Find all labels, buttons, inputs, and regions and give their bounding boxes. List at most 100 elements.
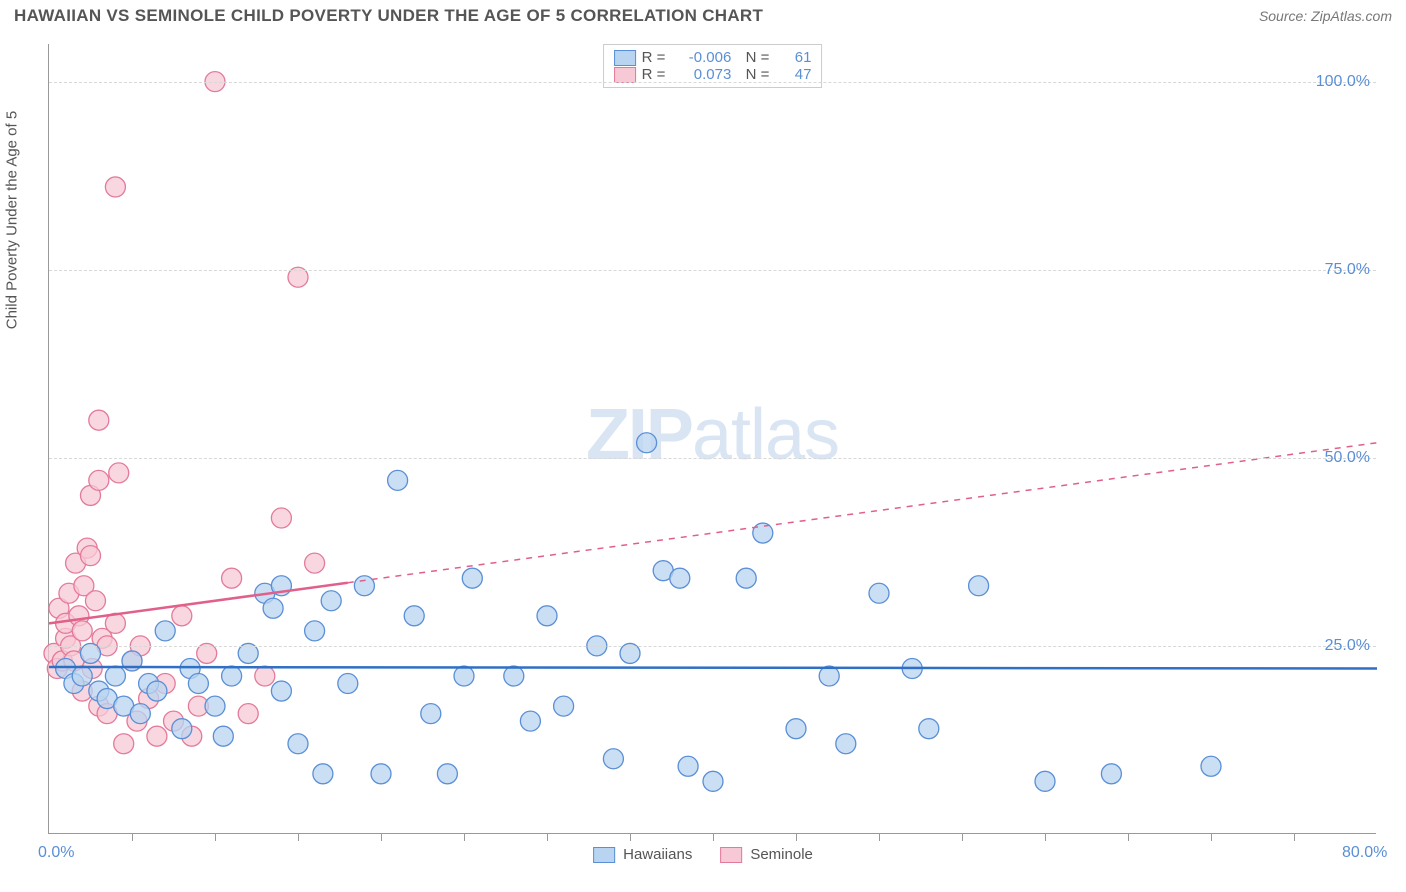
x-tick (1128, 833, 1129, 841)
data-point (313, 764, 333, 784)
data-point (81, 546, 101, 566)
y-tick-label: 100.0% (1316, 73, 1370, 91)
data-point (109, 463, 129, 483)
data-point (338, 674, 358, 694)
y-tick-label: 25.0% (1325, 637, 1370, 655)
x-tick (1294, 833, 1295, 841)
data-point (869, 583, 889, 603)
data-point (454, 666, 474, 686)
data-point (255, 666, 275, 686)
data-point (836, 734, 856, 754)
data-point (205, 696, 225, 716)
data-point (919, 719, 939, 739)
data-point (969, 576, 989, 596)
data-point (85, 591, 105, 611)
trend-line-solid (49, 667, 1377, 669)
source-attribution: Source: ZipAtlas.com (1259, 8, 1392, 24)
data-point (421, 704, 441, 724)
data-point (263, 598, 283, 618)
data-point (321, 591, 341, 611)
data-point (637, 433, 657, 453)
data-point (786, 719, 806, 739)
x-tick (1045, 833, 1046, 841)
data-point (105, 666, 125, 686)
y-tick-label: 75.0% (1325, 261, 1370, 279)
data-point (105, 177, 125, 197)
legend-swatch (720, 847, 742, 863)
series-legend: Hawaiians Seminole (593, 846, 813, 863)
data-point (1101, 764, 1121, 784)
legend-item: Hawaiians (593, 846, 692, 863)
y-axis-label: Child Poverty Under the Age of 5 (4, 111, 21, 329)
data-point (271, 508, 291, 528)
data-point (238, 704, 258, 724)
data-point (603, 749, 623, 769)
data-point (678, 756, 698, 776)
x-tick (1211, 833, 1212, 841)
data-point (305, 621, 325, 641)
x-tick (464, 833, 465, 841)
data-point (172, 719, 192, 739)
x-tick (630, 833, 631, 841)
legend-swatch (614, 50, 636, 66)
data-point (1201, 756, 1221, 776)
data-point (404, 606, 424, 626)
x-tick (796, 833, 797, 841)
legend-r-value: 0.073 (671, 66, 731, 83)
data-point (222, 568, 242, 588)
x-tick (298, 833, 299, 841)
y-tick-label: 50.0% (1325, 449, 1370, 467)
data-point (462, 568, 482, 588)
x-tick (962, 833, 963, 841)
x-tick (215, 833, 216, 841)
gridline (49, 82, 1376, 83)
data-point (520, 711, 540, 731)
legend-n-label: N = (737, 66, 769, 83)
legend-r-label: R = (642, 66, 666, 83)
x-axis-max-label: 80.0% (1342, 844, 1387, 862)
chart-plot-area: ZIPatlas R =-0.006 N =61R =0.073 N =47 2… (48, 44, 1376, 834)
data-point (188, 674, 208, 694)
data-point (354, 576, 374, 596)
gridline (49, 270, 1376, 271)
legend-n-value: 61 (775, 49, 811, 66)
x-tick (879, 833, 880, 841)
data-point (271, 681, 291, 701)
data-point (130, 704, 150, 724)
x-tick (547, 833, 548, 841)
legend-row: R = 0.073 N = 47 (614, 66, 812, 83)
data-point (437, 764, 457, 784)
data-point (504, 666, 524, 686)
scatter-svg (49, 44, 1376, 833)
data-point (147, 681, 167, 701)
legend-item: Seminole (720, 846, 813, 863)
chart-title: HAWAIIAN VS SEMINOLE CHILD POVERTY UNDER… (14, 6, 763, 26)
data-point (89, 410, 109, 430)
data-point (371, 764, 391, 784)
data-point (213, 726, 233, 746)
data-point (72, 621, 92, 641)
x-axis-min-label: 0.0% (38, 844, 74, 862)
x-tick (132, 833, 133, 841)
data-point (305, 553, 325, 573)
data-point (147, 726, 167, 746)
data-point (288, 734, 308, 754)
legend-n-label: N = (737, 49, 769, 66)
x-tick (713, 833, 714, 841)
data-point (736, 568, 756, 588)
legend-n-value: 47 (775, 66, 811, 83)
legend-r-value: -0.006 (671, 49, 731, 66)
data-point (670, 568, 690, 588)
gridline (49, 646, 1376, 647)
data-point (1035, 771, 1055, 791)
data-point (388, 470, 408, 490)
data-point (155, 621, 175, 641)
gridline (49, 458, 1376, 459)
data-point (89, 470, 109, 490)
data-point (537, 606, 557, 626)
data-point (72, 666, 92, 686)
legend-swatch (593, 847, 615, 863)
legend-r-label: R = (642, 49, 666, 66)
data-point (554, 696, 574, 716)
legend-series-label: Hawaiians (623, 846, 692, 863)
